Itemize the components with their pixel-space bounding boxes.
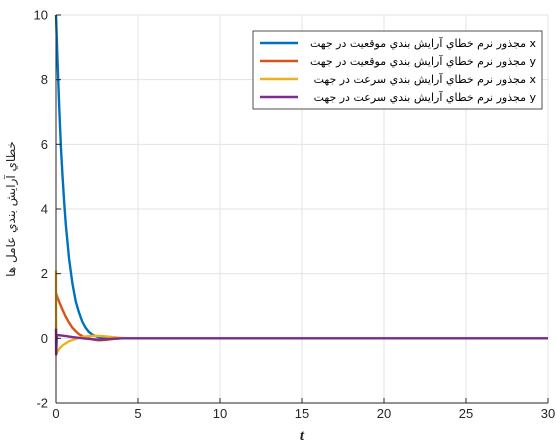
y-tick-label: 6 [41,137,48,152]
y-tick-label: 0 [41,331,48,346]
legend-entry-1: مجذور نرم خطاي آرايش بندي موقعيت در جهت … [310,36,537,50]
y-tick-label: -2 [36,396,48,411]
x-tick-label: 0 [52,406,59,421]
legend: مجذور نرم خطاي آرايش بندي موقعيت در جهت … [252,30,543,110]
x-tick-label: 10 [213,406,227,421]
axes [55,14,549,404]
y-axis-label: خطاي آرايش بندي عامل ها [3,141,19,277]
legend-entry-2: مجذور نرم خطاي آرايش بندي موقعيت در جهت … [310,54,537,68]
x-tick-label: 5 [134,406,141,421]
y-tick-label: 10 [34,8,48,23]
x-tick-label: 20 [377,406,391,421]
x-tick-label: 30 [541,406,555,421]
legend-entry-4: مجذور نرم خطاي آرايش بندي سرعت در جهت y [314,90,537,104]
series-line-4 [54,328,548,356]
y-tick-label: 2 [41,266,48,281]
legend-box [252,30,543,110]
x-axis-label: t [300,428,305,444]
series-group [54,14,548,356]
x-tick-label: 15 [295,406,309,421]
y-tick-label: 4 [41,202,48,217]
tick-labels: 0 5 10 15 20 25 30 -2 0 2 4 6 8 10 [34,8,556,422]
y-tick-label: 8 [41,72,48,87]
x-tick-label: 25 [459,406,473,421]
legend-entry-3: مجذور نرم خطاي آرايش بندي سرعت در جهت x [314,72,537,86]
